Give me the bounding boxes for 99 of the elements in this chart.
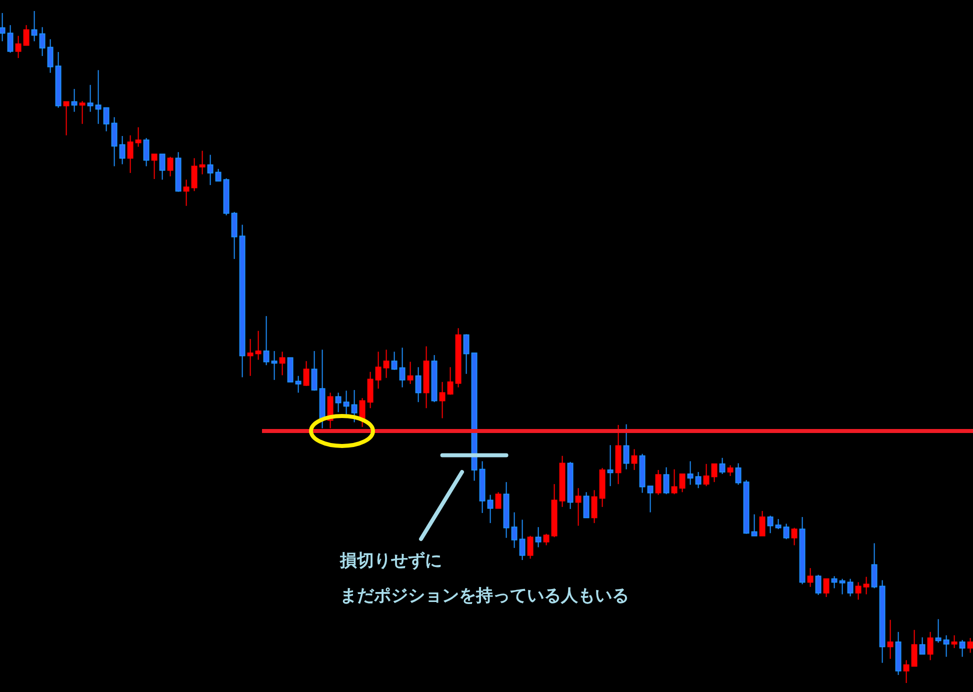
- annotation: 損切りせずに: [339, 551, 442, 571]
- candlestick: [575, 488, 582, 526]
- candlestick: [751, 514, 758, 536]
- candlestick: [783, 523, 790, 540]
- candlestick: [511, 512, 518, 548]
- candlestick: [927, 631, 934, 661]
- candlestick: [671, 468, 678, 495]
- candlestick: [695, 471, 702, 489]
- candlestick: [711, 463, 718, 483]
- candlestick: [103, 107, 110, 132]
- candlestick: [815, 574, 822, 596]
- candlestick: [839, 578, 846, 595]
- candlestick: [367, 371, 374, 409]
- candlestick: [335, 392, 342, 413]
- candlestick: [943, 634, 950, 658]
- candlestick: [95, 70, 102, 124]
- candlestick: [263, 316, 270, 366]
- candlestick: [215, 168, 222, 182]
- candlestick: [199, 150, 206, 175]
- candlestick: [127, 134, 134, 174]
- candlestick: [591, 490, 598, 524]
- candlestick: [495, 492, 502, 509]
- candlestick: [847, 578, 854, 597]
- candlestick: [823, 578, 830, 598]
- candlestick: [583, 492, 590, 518]
- candlestick: [383, 349, 390, 378]
- candlestick: [439, 381, 446, 419]
- candlestick: [231, 211, 238, 260]
- candlestick: [7, 24, 14, 54]
- candlestick: [111, 116, 118, 167]
- candlestick: [71, 88, 78, 112]
- candlestick: [871, 542, 878, 589]
- candlestick: [159, 154, 166, 180]
- candlestick: [863, 576, 870, 595]
- candlestick: [39, 26, 46, 57]
- candlestick: [0, 12, 6, 42]
- candlestick: [775, 518, 782, 530]
- candlestick: [967, 637, 973, 654]
- candlestick: [951, 634, 958, 649]
- candlestick: [687, 460, 694, 486]
- candlestick: [767, 515, 774, 534]
- candlestick: [351, 390, 358, 423]
- candlestick: [727, 464, 734, 477]
- candlestick: [519, 519, 526, 561]
- candlestick: [919, 636, 926, 655]
- candlestick: [887, 619, 894, 660]
- candlestick: [623, 424, 630, 470]
- candlestick: [959, 639, 966, 658]
- candlestick: [375, 351, 382, 390]
- candlestick: [791, 527, 798, 546]
- candlestick: [407, 361, 414, 384]
- candlestick: [47, 38, 54, 74]
- annotation: まだポジションを持っている人もいる: [340, 586, 629, 606]
- candlestick: [911, 629, 918, 667]
- candlestick: [255, 330, 262, 360]
- candlestick: [655, 469, 662, 496]
- candlestick: [279, 351, 286, 376]
- candlestick: [735, 462, 742, 486]
- candlestick: [295, 375, 302, 394]
- candlestick: [535, 526, 542, 548]
- candlestick: [831, 576, 838, 589]
- candlestick: [247, 338, 254, 376]
- candlestick: [143, 138, 150, 167]
- candlestick: [207, 154, 214, 186]
- candlestick: [391, 351, 398, 370]
- candlestick: [759, 510, 766, 536]
- candlestick: [663, 466, 670, 495]
- candlestick: [271, 350, 278, 380]
- candlestick: [167, 156, 174, 177]
- candlestick: [855, 582, 862, 600]
- candlestick: [903, 660, 910, 684]
- candlestick: [607, 444, 614, 487]
- candlestick: [23, 24, 30, 46]
- candlestick: [183, 179, 190, 206]
- candlestick: [15, 35, 22, 59]
- candlestick: [63, 101, 70, 136]
- candlestick: [31, 10, 38, 42]
- candlestick: [303, 360, 310, 386]
- candlestick: [647, 486, 654, 513]
- candlestick: [311, 350, 318, 392]
- candlestick: [463, 334, 470, 374]
- candlestick: [807, 568, 814, 588]
- candlestick: [415, 366, 422, 403]
- candlestick: [151, 154, 158, 180]
- candlestick: [79, 100, 86, 124]
- candlestick: [191, 158, 198, 192]
- candlestick: [487, 494, 494, 524]
- candlestick: [399, 347, 406, 388]
- candlestick: [543, 533, 550, 546]
- candlestick: [703, 463, 710, 487]
- candlestick: [631, 448, 638, 470]
- candlestick: [527, 535, 534, 560]
- candlestick: [935, 618, 942, 644]
- candlestick: [447, 366, 454, 396]
- candlestick: [719, 457, 726, 475]
- candlestick: [135, 126, 142, 148]
- candlestick: [679, 474, 686, 493]
- candlestick: [87, 84, 94, 112]
- candlestick: [119, 135, 126, 165]
